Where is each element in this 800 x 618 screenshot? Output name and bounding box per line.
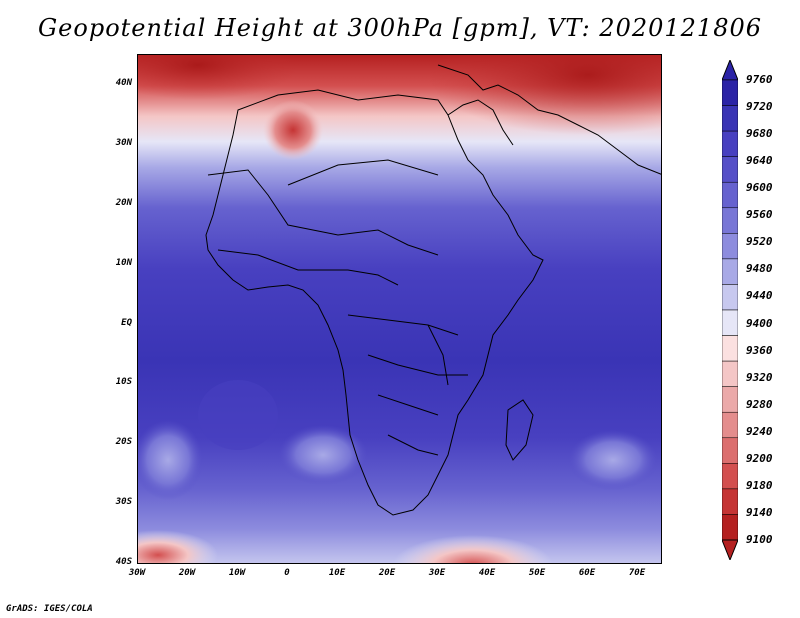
colorbar-label: 9760 xyxy=(746,73,773,86)
y-tick-label: 30S xyxy=(115,497,132,508)
x-tick-label: 0 xyxy=(284,568,290,578)
colorbar-label: 9720 xyxy=(746,100,773,114)
y-tick-label: 10S xyxy=(115,377,132,388)
x-tick-label: 40E xyxy=(478,568,496,578)
colorbar-top-arrow xyxy=(721,58,739,81)
colorbar-segment xyxy=(721,284,739,311)
x-tick-label: 30W xyxy=(128,568,146,578)
x-tick-label: 10W xyxy=(228,568,246,578)
colorbar-segment xyxy=(721,105,739,132)
x-tick-label: 60E xyxy=(578,568,596,578)
colorbar-label: 9200 xyxy=(746,451,773,465)
y-tick-label: 40N xyxy=(115,78,132,88)
colorbar-segment xyxy=(721,130,739,157)
colorbar-segment xyxy=(721,437,739,464)
x-tick-label: 10E xyxy=(328,568,346,578)
x-tick-label: 70E xyxy=(628,568,646,578)
colorbar-segment xyxy=(721,386,739,413)
colorbar-svg xyxy=(721,58,739,562)
x-tick-label: 30E xyxy=(428,568,446,578)
colorbar-label: 9100 xyxy=(746,533,773,546)
colorbar-label: 9640 xyxy=(746,154,773,168)
colorbar-segment xyxy=(721,463,739,490)
map-title: Geopotential Height at 300hPa [gpm], VT:… xyxy=(38,14,762,42)
colorbar-segment xyxy=(721,411,739,439)
colorbar-segment xyxy=(721,309,739,336)
geopotential-field-svg xyxy=(138,55,661,563)
y-tick-label: 20S xyxy=(115,437,132,448)
colorbar-label: 9280 xyxy=(746,397,773,411)
coastline-outline xyxy=(205,64,661,516)
colorbar-segment xyxy=(721,514,739,541)
y-tick-label: 40S xyxy=(115,557,132,567)
colorbar-segment xyxy=(721,488,739,515)
colorbar-label: 9320 xyxy=(746,370,773,384)
x-tick-label: 50E xyxy=(528,568,546,578)
map-plot-area xyxy=(137,54,662,564)
colorbar-segment xyxy=(721,360,739,387)
colorbar-label: 9240 xyxy=(746,424,773,438)
colorbar-bottom-arrow xyxy=(721,539,739,562)
colorbar-segment xyxy=(721,181,739,209)
colorbar-segment xyxy=(721,335,739,362)
colorbar-segment xyxy=(721,233,739,260)
colorbar-label: 9440 xyxy=(746,289,773,303)
colorbar-label: 9180 xyxy=(746,478,773,492)
colorbar-label: 9400 xyxy=(746,316,773,330)
y-tick-label: 20N xyxy=(115,197,132,208)
x-tick-label: 20W xyxy=(178,568,196,578)
colorbar-segment xyxy=(721,79,739,106)
colorbar-label: 9560 xyxy=(746,208,773,222)
y-tick-label: 30N xyxy=(115,137,132,148)
colorbar-label: 9360 xyxy=(746,343,773,357)
y-tick-label: 10N xyxy=(115,257,132,268)
colorbar-segment xyxy=(721,156,739,183)
colorbar-label: 9600 xyxy=(746,181,773,195)
colorbar-label: 9520 xyxy=(746,235,773,249)
y-tick-label: EQ xyxy=(121,317,132,328)
x-tick-label: 20E xyxy=(378,568,396,578)
colorbar-segment xyxy=(721,258,739,285)
grads-credit: GrADS: IGES/COLA xyxy=(6,604,93,614)
colorbar-label: 9480 xyxy=(746,262,773,276)
colorbar xyxy=(721,58,739,564)
colorbar-segment xyxy=(721,207,739,234)
colorbar-label: 9140 xyxy=(746,505,773,519)
colorbar-label: 9680 xyxy=(746,127,773,141)
